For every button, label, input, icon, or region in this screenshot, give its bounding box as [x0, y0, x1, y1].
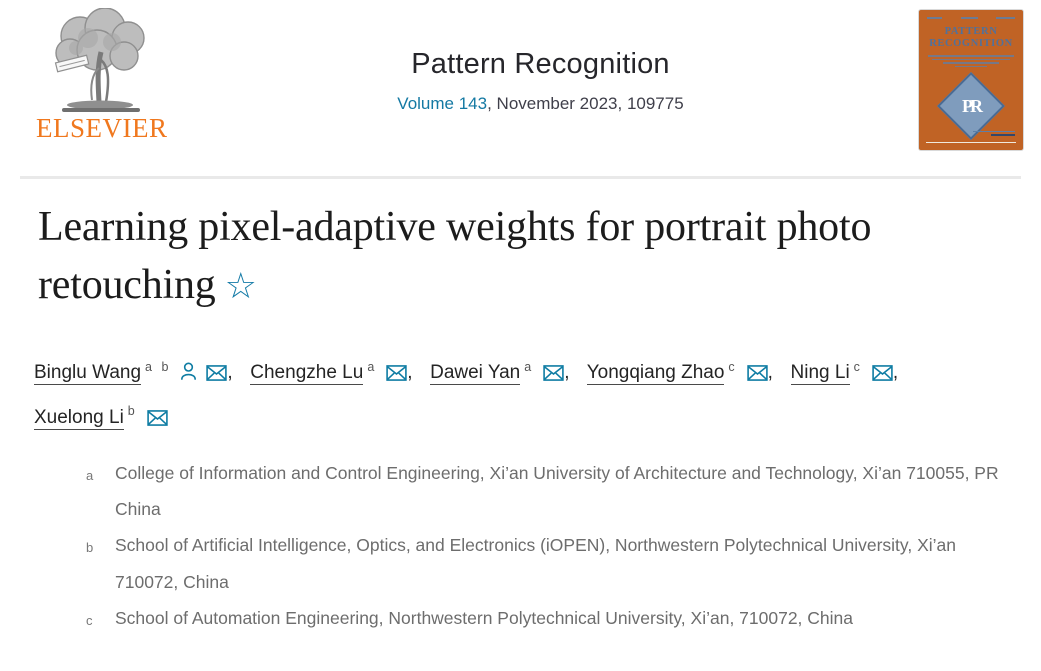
elsevier-tree-icon	[54, 8, 145, 112]
author-name[interactable]: Yongqiang Zhao	[586, 362, 725, 386]
corresponding-author-icon[interactable]	[180, 361, 197, 381]
cover-footer-text-bars	[973, 129, 1015, 136]
author-separator: ,	[564, 362, 575, 384]
author[interactable]: Dawei Yan a ,	[430, 360, 582, 386]
affiliation-superscript: b	[86, 540, 94, 556]
author-superscript: a b	[145, 360, 172, 374]
author-separator: ,	[767, 362, 779, 384]
author-name[interactable]: Dawei Yan	[430, 362, 521, 386]
email-author-icon[interactable]	[746, 365, 768, 382]
author[interactable]: Chengzhe Lu a ,	[250, 360, 425, 386]
author-list: Binglu Wang a b , Chengzhe Lu a , Dawei Ya…	[34, 348, 934, 437]
author-superscript: c	[853, 360, 863, 374]
email-author-icon[interactable]	[206, 365, 228, 382]
author-name[interactable]: Binglu Wang	[34, 362, 142, 386]
affiliation: b School of Artificial Intelligence, Opt…	[0, 527, 1041, 599]
email-author-icon[interactable]	[543, 365, 564, 382]
author-separator: ,	[892, 362, 904, 384]
footnote-star-icon[interactable]: ☆	[224, 266, 257, 306]
header-divider	[20, 176, 1021, 179]
journal-meta: Pattern Recognition Volume 143, November…	[0, 48, 1041, 114]
affiliation-superscript: c	[86, 612, 93, 628]
article-title: Learning pixel-adaptive weights for port…	[38, 198, 918, 315]
cover-editor-text-bars	[919, 55, 1023, 68]
elsevier-wordmark: ELSEVIER	[36, 113, 168, 143]
cover-monogram: PR	[962, 95, 980, 116]
journal-cover-thumbnail[interactable]: PATTERN RECOGNITION PR	[919, 10, 1023, 150]
author-superscript: b	[127, 404, 138, 419]
author[interactable]: Ning Li c ,	[790, 360, 911, 386]
journal-title-link[interactable]: Pattern Recognition	[411, 48, 670, 80]
affiliation-text: School of Artificial Intelligence, Optic…	[115, 535, 956, 592]
cover-footer-rule	[926, 142, 1016, 143]
author-name[interactable]: Chengzhe Lu	[250, 362, 364, 386]
author-separator: ,	[407, 362, 418, 384]
cover-top-text-bars	[919, 10, 1023, 19]
author[interactable]: Xuelong Li b	[34, 404, 168, 430]
affiliation: a College of Information and Control Eng…	[0, 455, 1041, 527]
volume-link[interactable]: Volume 143	[397, 94, 488, 113]
author-superscript: a	[524, 360, 535, 374]
elsevier-logo[interactable]: ELSEVIER	[36, 8, 168, 144]
affiliation: c School of Automation Engineering, Nort…	[0, 600, 1041, 636]
affiliation-list: a College of Information and Control Eng…	[0, 455, 1041, 636]
email-author-icon[interactable]	[147, 409, 168, 426]
volume-issue-line: Volume 143, November 2023, 109775	[40, 94, 1041, 114]
author[interactable]: Yongqiang Zhao c ,	[586, 360, 786, 386]
email-author-icon[interactable]	[386, 365, 407, 382]
cover-journal-name: PATTERN RECOGNITION	[929, 26, 1013, 49]
affiliation-text: School of Automation Engineering, Northw…	[115, 607, 854, 628]
author-name[interactable]: Ning Li	[790, 362, 850, 386]
affiliation-text: College of Information and Control Engin…	[115, 463, 999, 520]
issue-text: , November 2023, 109775	[487, 94, 684, 113]
email-author-icon[interactable]	[872, 365, 893, 382]
author[interactable]: Binglu Wang a b ,	[34, 360, 245, 386]
affiliation-superscript: a	[86, 468, 94, 483]
author-separator: ,	[227, 362, 238, 384]
author-name[interactable]: Xuelong Li	[34, 406, 124, 430]
article-title-text: Learning pixel-adaptive weights for port…	[38, 204, 872, 308]
author-superscript: a	[367, 360, 378, 374]
author-superscript: c	[728, 360, 738, 374]
